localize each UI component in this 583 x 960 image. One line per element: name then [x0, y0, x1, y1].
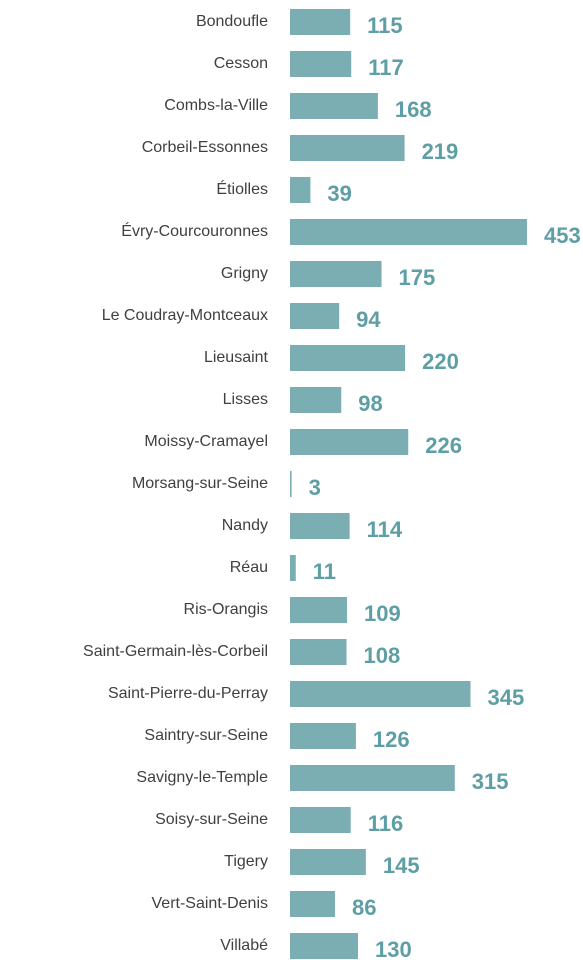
bar: [290, 639, 347, 665]
category-label: Savigny-le-Temple: [136, 769, 268, 786]
category-label: Grigny: [221, 265, 268, 282]
value-label: 226: [425, 433, 462, 458]
bar: [290, 219, 527, 245]
value-label: 168: [395, 97, 432, 122]
bar: [290, 93, 378, 119]
value-label: 453: [544, 223, 581, 248]
value-label: 86: [352, 895, 376, 920]
category-label: Bondoufle: [196, 13, 268, 30]
bar: [290, 681, 471, 707]
bar: [290, 303, 340, 329]
value-label: 3: [309, 475, 321, 500]
category-label: Cesson: [214, 55, 268, 72]
value-label: 126: [373, 727, 410, 752]
bar: [290, 177, 311, 203]
value-label: 130: [375, 937, 412, 960]
category-label: Vert-Saint-Denis: [152, 895, 269, 912]
category-label: Saint-Pierre-du-Perray: [108, 685, 268, 702]
category-label: Lisses: [223, 391, 268, 408]
bar: [290, 555, 296, 581]
bar: [290, 471, 292, 497]
value-label: 175: [399, 265, 436, 290]
category-label: Étiolles: [216, 179, 268, 198]
value-label: 116: [368, 811, 404, 836]
value-label: 108: [364, 643, 401, 668]
category-label: Moissy-Cramayel: [144, 433, 268, 450]
bar: [290, 513, 350, 539]
value-label: 109: [364, 601, 401, 626]
category-label: Lieusaint: [204, 349, 269, 366]
category-label: Ris-Orangis: [184, 601, 268, 618]
category-label: Évry-Courcouronnes: [121, 221, 268, 240]
bar: [290, 429, 409, 455]
value-label: 145: [383, 853, 420, 878]
category-label: Morsang-sur-Seine: [132, 475, 268, 492]
bar: [290, 849, 366, 875]
value-label: 94: [356, 307, 381, 332]
category-label: Corbeil-Essonnes: [142, 139, 268, 156]
category-label: Tigery: [224, 853, 268, 870]
value-label: 114: [367, 517, 403, 542]
category-label: Soisy-sur-Seine: [155, 811, 268, 828]
bar: [290, 387, 342, 413]
bar: [290, 807, 351, 833]
value-label: 219: [422, 139, 459, 164]
bar: [290, 9, 351, 35]
category-label: Combs-la-Ville: [164, 97, 268, 114]
bar: [290, 723, 356, 749]
value-label: 11: [313, 559, 336, 584]
value-label: 220: [422, 349, 459, 374]
bar: [290, 891, 335, 917]
bar: [290, 261, 382, 287]
category-label: Saint-Germain-lès-Corbeil: [83, 643, 268, 660]
category-label: Réau: [230, 559, 268, 576]
category-label: Saintry-sur-Seine: [144, 727, 268, 744]
value-label: 117: [368, 55, 404, 80]
category-label: Villabé: [220, 937, 268, 954]
category-label: Le Coudray-Montceaux: [102, 307, 268, 324]
bar: [290, 345, 406, 371]
value-label: 115: [367, 13, 403, 38]
bar: [290, 933, 359, 959]
bar: [290, 765, 455, 791]
value-label: 315: [472, 769, 509, 794]
bar: [290, 597, 348, 623]
bar: [290, 135, 405, 161]
value-label: 98: [358, 391, 382, 416]
value-label: 345: [487, 685, 524, 710]
category-label: Nandy: [222, 517, 268, 534]
bar: [290, 51, 352, 77]
value-label: 39: [327, 181, 351, 206]
